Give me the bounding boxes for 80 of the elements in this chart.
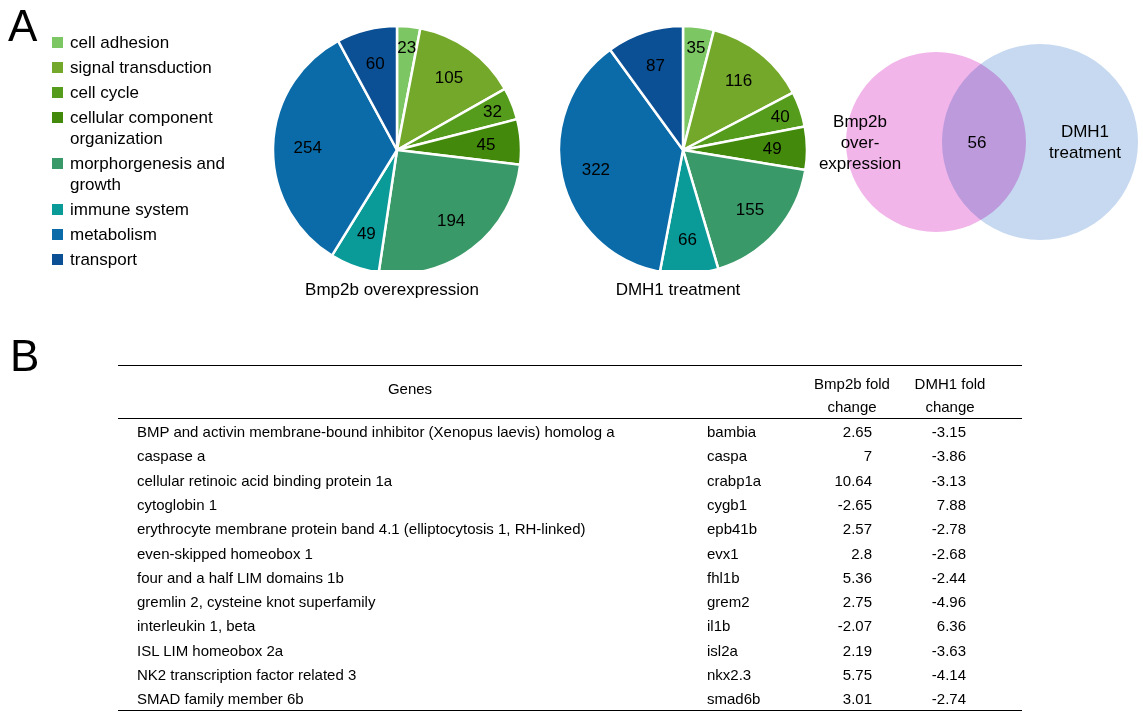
- data-label: 155: [735, 199, 765, 219]
- category-label: isl2a: [707, 641, 738, 659]
- legend-label: cell adhesion: [70, 32, 170, 53]
- data-label: 116: [725, 70, 753, 90]
- data-label: 7: [862, 447, 872, 465]
- text: B: [10, 330, 40, 382]
- data-label: -4.14: [930, 666, 966, 683]
- category-label: even-skipped homeobox 1: [137, 544, 313, 562]
- category-label: bambia: [707, 423, 757, 440]
- category-label: smad6b: [707, 690, 761, 708]
- data-label: 194: [436, 211, 466, 231]
- data-label: -2.68: [930, 544, 966, 562]
- text: DMH1 fold change: [913, 374, 987, 417]
- data-label: 105: [434, 67, 464, 87]
- data-label: -2.07: [836, 617, 872, 635]
- category-label: erythrocyte membrane protein band 4.1 (elliptocytosis 1, RH-linked): [137, 520, 586, 538]
- data-label: 6.36: [935, 617, 966, 635]
- category-label: DMH1 treatment: [1048, 121, 1122, 163]
- data-label: 87: [645, 55, 665, 75]
- data-label: 322: [581, 160, 611, 180]
- data-label: -2.44: [930, 568, 966, 586]
- category-label: SMAD family member 6b: [137, 690, 304, 708]
- category-label: caspase a: [137, 447, 206, 465]
- data-label: 254: [293, 137, 322, 157]
- text: Bmp2b fold change: [813, 374, 891, 417]
- text: DMH1 treatment: [614, 280, 742, 300]
- data-label: -2.78: [930, 520, 966, 538]
- legend-label: cell cycle: [70, 82, 139, 103]
- text: 56: [966, 133, 988, 153]
- category-label: cellular retinoic acid binding protein 1a: [137, 471, 393, 489]
- category-label: cygb1: [707, 495, 748, 513]
- category-label: il1b: [707, 617, 731, 635]
- data-label: -4.96: [930, 593, 966, 611]
- data-label: 3.01: [841, 690, 872, 708]
- category-label: cytoglobin 1: [137, 495, 218, 513]
- category-label: epb41b: [707, 520, 758, 538]
- category-label: fhl1b: [707, 568, 740, 586]
- data-label: -3.86: [930, 447, 966, 465]
- data-label: -2.65: [836, 495, 872, 513]
- category-label: four and a half LIM domains 1b: [137, 568, 344, 586]
- data-label: -3.63: [930, 641, 966, 659]
- data-label: 49: [356, 224, 376, 244]
- category-label: caspa: [707, 447, 748, 465]
- category-label: crabp1a: [707, 471, 762, 489]
- data-label: 40: [770, 106, 790, 126]
- text: Genes: [386, 380, 434, 397]
- data-label: -3.13: [930, 471, 966, 489]
- data-label: 60: [365, 53, 385, 73]
- data-label: 66: [678, 229, 697, 249]
- category-label: ISL LIM homeobox 2a: [137, 641, 284, 659]
- data-label: 5.75: [841, 666, 872, 683]
- data-label: 10.64: [833, 471, 872, 489]
- text: A: [8, 0, 38, 52]
- data-label: 35: [686, 38, 706, 58]
- legend-label: signal transduction: [70, 57, 212, 78]
- data-label: 2.75: [841, 593, 872, 611]
- legend-label: transport: [70, 249, 138, 270]
- data-label: 45: [476, 134, 496, 154]
- data-label: 49: [762, 139, 782, 159]
- data-label: 2.8: [850, 544, 872, 562]
- category-label: nkx2.3: [707, 666, 752, 683]
- category-label: gremlin 2, cysteine knot superfamily: [137, 593, 376, 611]
- data-label: 5.36: [841, 568, 872, 586]
- legend-label: immune system: [70, 199, 190, 220]
- category-label: NK2 transcription factor related 3: [137, 666, 357, 683]
- category-label: interleukin 1, beta: [137, 617, 256, 635]
- data-label: 2.19: [841, 641, 872, 659]
- data-label: 23: [397, 38, 417, 58]
- data-label: -2.74: [930, 690, 966, 708]
- category-label: grem2: [707, 593, 750, 611]
- category-label: evx1: [707, 544, 739, 562]
- category-label: Bmp2b over-expression: [817, 110, 903, 174]
- data-label: 32: [482, 102, 502, 121]
- category-label: BMP and activin membrane-bound inhibitor (Xenopus laevis) homolog a: [137, 423, 615, 440]
- data-label: 2.65: [841, 423, 872, 440]
- text: Bmp2b overexpression: [304, 280, 480, 300]
- data-label: 2.57: [841, 520, 872, 538]
- data-label: 7.88: [935, 495, 966, 513]
- data-label: -3.15: [930, 423, 966, 440]
- legend-label: metabolism: [70, 224, 157, 245]
